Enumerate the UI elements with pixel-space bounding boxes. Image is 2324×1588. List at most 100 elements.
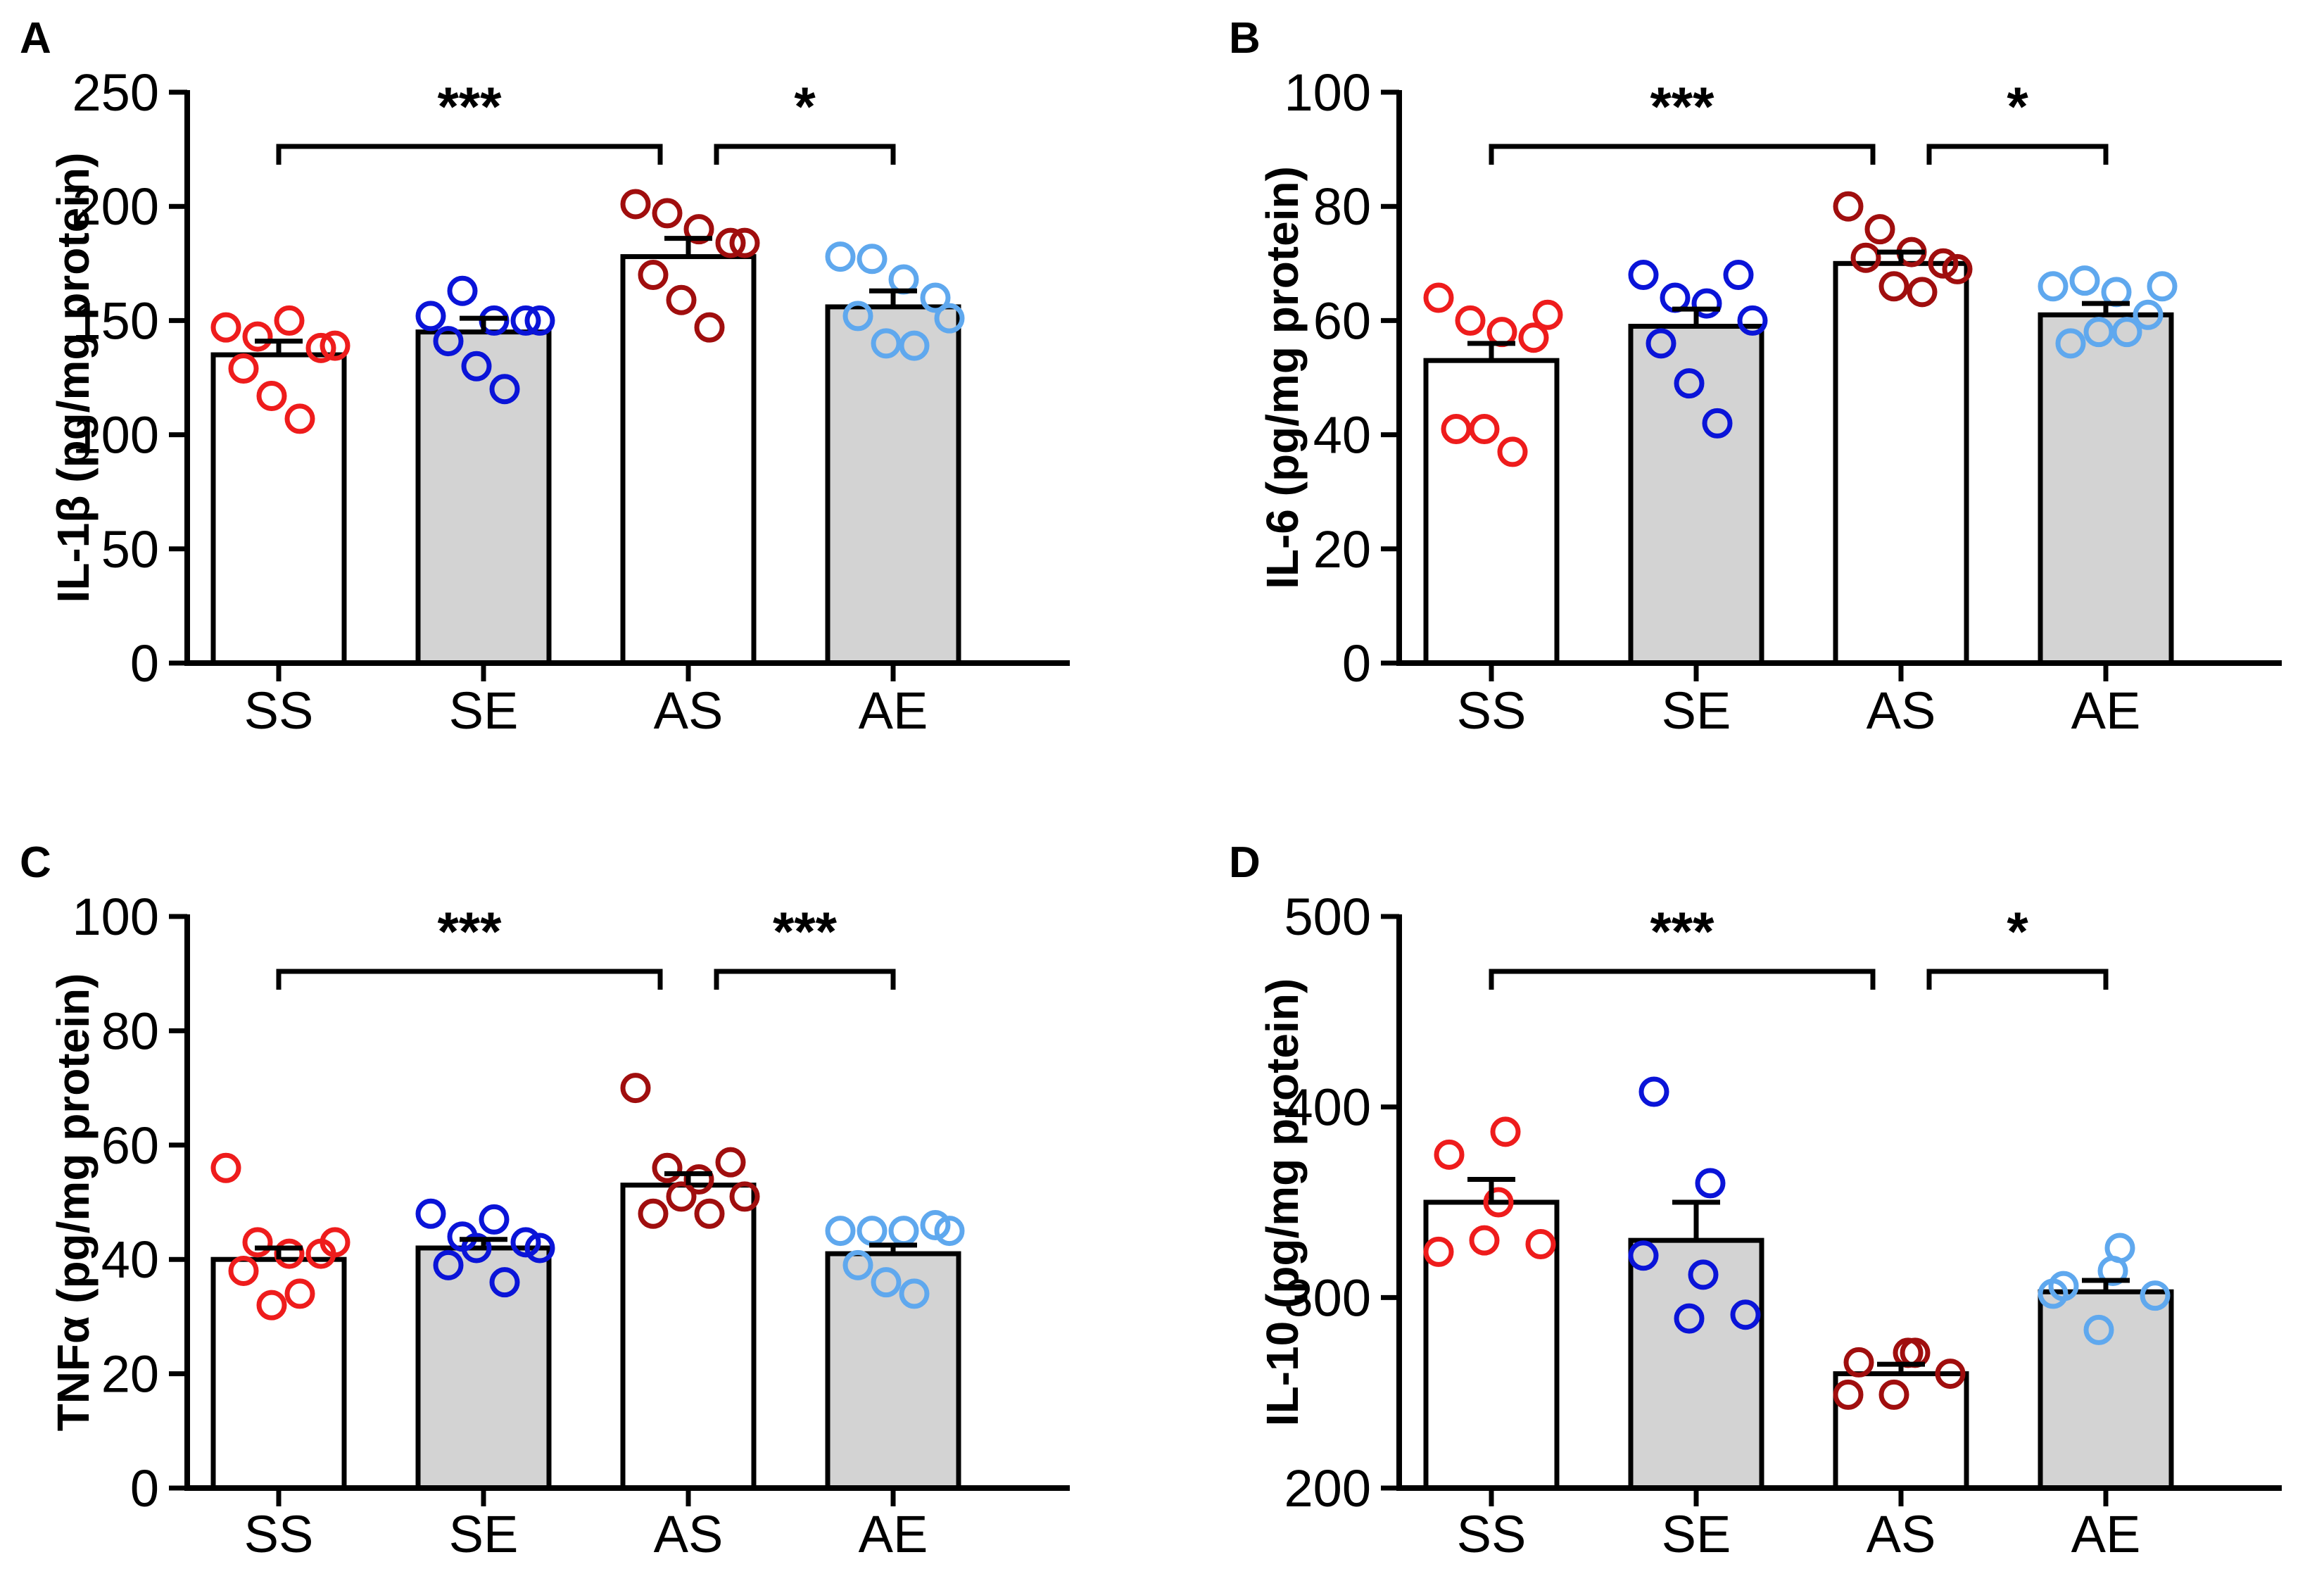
- data-point-ae: [2069, 265, 2100, 296]
- x-tick-label-se: SE: [449, 681, 519, 740]
- data-point-as: [1878, 1379, 1909, 1410]
- data-point-ae: [2083, 1314, 2114, 1345]
- data-point-as: [715, 227, 746, 258]
- significance-bracket: [1926, 969, 2109, 990]
- data-point-as: [652, 198, 683, 229]
- significance-label: *: [2007, 75, 2028, 137]
- data-point-ss: [210, 1152, 241, 1183]
- x-tick-label-ss: SS: [1457, 681, 1527, 740]
- data-point-as: [694, 312, 725, 343]
- y-tick-label: 20: [101, 1345, 159, 1404]
- x-tick-label-ss: SS: [1457, 1505, 1527, 1563]
- y-tick-label: 100: [1284, 63, 1371, 122]
- significance-label: *: [794, 75, 816, 137]
- x-tick-label-as: AS: [1867, 681, 1936, 740]
- data-point-as: [729, 227, 760, 258]
- bar-ss: [1423, 358, 1560, 666]
- bar-se: [415, 1245, 552, 1491]
- data-point-se: [1723, 260, 1754, 291]
- data-point-ss: [256, 380, 287, 411]
- y-tick-label: 40: [101, 1230, 159, 1289]
- data-point-ae: [899, 1278, 930, 1309]
- x-tick-label-se: SE: [1662, 681, 1731, 740]
- data-point-ae: [934, 1216, 965, 1247]
- data-point-ss: [320, 330, 351, 361]
- data-point-as: [1864, 214, 1895, 245]
- y-tick-label: 200: [1284, 1459, 1371, 1518]
- data-point-ss: [1486, 317, 1517, 348]
- data-point-ae: [2055, 328, 2086, 359]
- data-point-se: [447, 275, 478, 306]
- data-point-se: [1691, 288, 1722, 319]
- data-point-se: [510, 1227, 541, 1258]
- y-tick-label: 200: [72, 177, 159, 236]
- data-point-se: [1660, 282, 1691, 313]
- data-point-ss: [1525, 1229, 1556, 1260]
- y-tick-label: 50: [101, 520, 159, 579]
- x-tick-label-ss: SS: [244, 681, 314, 740]
- panel-letter: B: [1229, 14, 1261, 63]
- y-axis-label: IL-6 (pg/mg protein): [1257, 166, 1308, 589]
- bar-se: [1628, 324, 1764, 666]
- significance-label: ***: [437, 900, 502, 962]
- data-point-ae: [842, 1249, 873, 1280]
- panel-c: C TNFα (pg/mg protein) 0 20 40 60 80 100 SS SE AS A…: [20, 838, 1070, 1563]
- bar-as: [1833, 1371, 1969, 1491]
- x-tick-label-ae: AE: [2071, 681, 2141, 740]
- data-point-ae: [920, 1209, 951, 1240]
- data-point-se: [415, 301, 446, 332]
- bar-se: [1628, 1237, 1764, 1491]
- data-point-ss: [1441, 413, 1472, 444]
- data-point-se: [479, 1204, 510, 1235]
- y-tick-label: 250: [72, 63, 159, 122]
- data-point-se: [1646, 328, 1676, 359]
- y-tick-label: 0: [130, 1459, 159, 1518]
- data-point-as: [638, 1198, 669, 1229]
- y-tick-label: 80: [101, 1002, 159, 1060]
- data-point-se: [1695, 1168, 1726, 1199]
- bar-ae: [2038, 1289, 2174, 1491]
- significance-bracket: [1489, 969, 1876, 990]
- data-point-ae: [2038, 271, 2069, 302]
- data-point-as: [666, 284, 697, 315]
- data-point-ae: [871, 1267, 902, 1298]
- data-point-as: [1843, 1347, 1874, 1378]
- data-point-se: [1628, 260, 1659, 291]
- y-tick-label: 400: [1284, 1078, 1371, 1137]
- data-point-ss: [1490, 1116, 1521, 1147]
- panel-d: D IL-10 (pg/mg protein) 200 300 400 500 SS SE AS…: [1229, 838, 2282, 1563]
- data-point-se: [1674, 1303, 1705, 1334]
- data-point-ae: [2133, 299, 2164, 330]
- y-tick-label: 60: [1313, 291, 1371, 350]
- y-tick-label: 100: [72, 406, 159, 465]
- data-point-ss: [242, 321, 273, 352]
- data-point-ae: [888, 264, 919, 295]
- data-point-ae: [2101, 277, 2132, 308]
- significance-bracket: [714, 144, 896, 165]
- y-tick-label: 0: [130, 634, 159, 693]
- significance-label: *: [2007, 900, 2028, 962]
- data-point-as: [1850, 242, 1881, 273]
- data-point-as: [638, 260, 669, 291]
- bar-ss: [210, 352, 347, 666]
- significance-bracket: [1926, 144, 2109, 165]
- data-point-ss: [1423, 1236, 1454, 1267]
- significance-bracket: [1489, 144, 1876, 165]
- data-point-ss: [256, 1290, 287, 1321]
- data-point-ae: [2038, 1278, 2069, 1309]
- data-point-se: [524, 1233, 555, 1264]
- data-point-as: [1942, 253, 1973, 284]
- data-point-as: [666, 1181, 697, 1212]
- data-point-as: [1833, 191, 1864, 222]
- y-axis-label: TNFα (pg/mg protein): [48, 973, 99, 1432]
- data-point-ss: [274, 305, 305, 336]
- data-point-as: [715, 1147, 746, 1178]
- data-point-se: [433, 1249, 464, 1280]
- data-point-se: [1674, 368, 1705, 399]
- data-point-ss: [284, 403, 315, 434]
- x-tick-label-ae: AE: [859, 681, 928, 740]
- data-point-se: [461, 351, 492, 382]
- y-tick-label: 40: [1313, 406, 1371, 465]
- significance-label: ***: [437, 75, 502, 137]
- x-tick-label-ae: AE: [859, 1505, 928, 1563]
